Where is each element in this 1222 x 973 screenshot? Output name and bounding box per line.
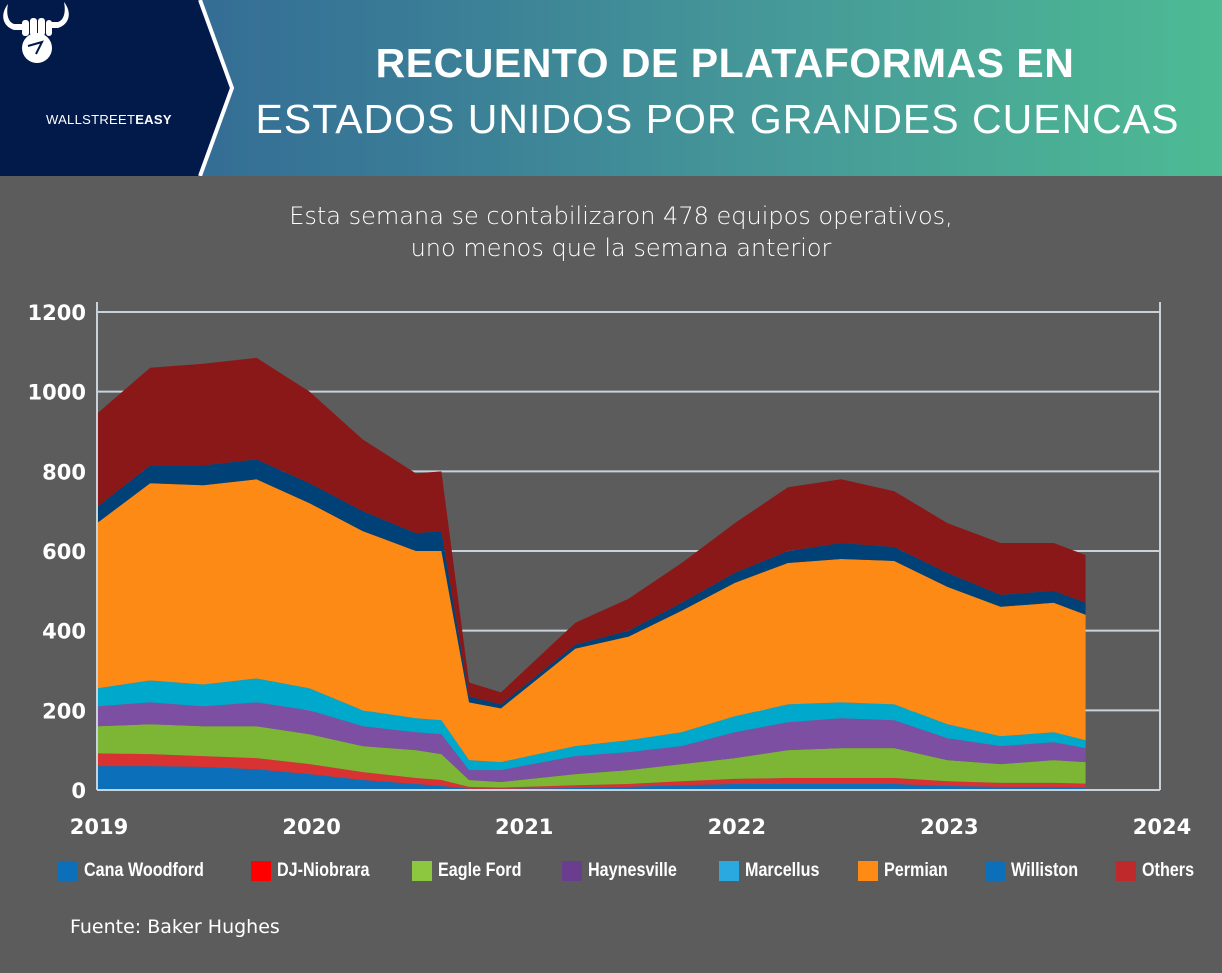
- title-line-2: ESTADOS UNIDOS POR GRANDES CUENCAS: [255, 96, 1180, 142]
- chart-subtitle: Esta semana se contabilizaron 478 equipo…: [0, 200, 1222, 264]
- logo-panel: WALLSTREETEASY: [0, 0, 236, 176]
- legend-label-eagle-ford: Eagle Ford: [437, 860, 522, 881]
- axes: [96, 302, 1161, 791]
- legend-item-others: Others: [1116, 860, 1203, 882]
- legend-swatch-eagle-ford: [411, 861, 432, 881]
- legend-label-others: Others: [1142, 860, 1195, 881]
- y-tick-0: 0: [71, 779, 86, 803]
- chart-legend: Cana Woodford DJ-Niobrara Eagle Ford Haynes…: [58, 858, 1218, 884]
- area-haynesville: [97, 702, 1086, 783]
- x-tick-2021: 2021: [495, 815, 553, 839]
- x-tick-2019: 2019: [70, 815, 128, 839]
- legend-item-eagle-ford: Eagle Ford: [411, 860, 536, 882]
- chart-title-line-2: uno menos que la semana anterior: [410, 234, 832, 262]
- area-permian: [97, 479, 1086, 763]
- legend-swatch-marcellus: [718, 861, 739, 881]
- x-tick-2024: 2024: [1133, 815, 1191, 839]
- x-tick-2020: 2020: [282, 815, 340, 839]
- x-tick-2023: 2023: [920, 815, 978, 839]
- title-line-1: RECUENTO DE PLATAFORMAS EN: [375, 40, 1075, 86]
- legend-swatch-williston: [985, 861, 1006, 881]
- legend-swatch-others: [1116, 861, 1137, 881]
- x-tick-labels: 2019 2020 2021 2022 2023 2024: [70, 815, 1191, 839]
- legend-label-cana-woodford: Cana Woodford: [84, 860, 204, 881]
- legend-label-dj-niobrara: DJ-Niobrara: [277, 860, 370, 881]
- y-tick-600: 600: [42, 540, 86, 564]
- legend-item-haynesville: Haynesville: [562, 860, 693, 882]
- area-dj-niobrara: [97, 753, 1086, 789]
- legend-swatch-haynesville: [562, 861, 583, 881]
- legend-label-haynesville: Haynesville: [588, 860, 677, 881]
- legend-label-permian: Permian: [884, 860, 949, 881]
- logo-wordmark: WALLSTREETEASY: [46, 112, 172, 127]
- legend-item-dj-niobrara: DJ-Niobrara: [251, 860, 386, 882]
- legend-item-williston: Williston: [985, 860, 1090, 882]
- area-cana-woodford: [97, 766, 1086, 790]
- area-marcellus: [97, 678, 1086, 771]
- header-banner: WALLSTREETEASY RECUENTO DE PLATAFORMAS E…: [0, 0, 1222, 176]
- legend-label-williston: Williston: [1011, 860, 1079, 881]
- legend-swatch-cana-woodford: [58, 861, 78, 881]
- legend-swatch-dj-niobrara: [251, 861, 272, 881]
- logo-text-bold: EASY: [135, 112, 172, 127]
- logo-text-light: WALLSTREET: [46, 112, 136, 127]
- legend-label-marcellus: Marcellus: [744, 860, 820, 881]
- legend-item-permian: Permian: [858, 860, 959, 882]
- area-others: [97, 357, 1086, 705]
- x-tick-2022: 2022: [708, 815, 766, 839]
- legend-swatch-permian: [858, 861, 879, 881]
- y-tick-200: 200: [42, 699, 86, 723]
- y-tick-800: 800: [42, 460, 86, 484]
- logo-panel-shape: [0, 0, 235, 176]
- bull-fist-logo-icon: [3, 2, 69, 63]
- legend-item-cana-woodford: Cana Woodford: [58, 860, 225, 882]
- y-tick-labels: 0 200 400 600 800 1000 1200: [28, 301, 86, 803]
- source-note: Fuente: Baker Hughes: [70, 916, 280, 938]
- legend-item-marcellus: Marcellus: [718, 860, 833, 882]
- area-layers: [97, 357, 1086, 790]
- chart-title-line-1: Esta semana se contabilizaron 478 equipo…: [289, 202, 953, 230]
- y-tick-1200: 1200: [28, 301, 86, 325]
- area-williston: [97, 459, 1086, 709]
- y-tick-1000: 1000: [28, 381, 86, 405]
- y-tick-400: 400: [42, 620, 86, 644]
- chart-area: 0 200 400 600 800 1000 1200 2019 2020 2021 2022 20…: [0, 290, 1222, 850]
- area-eagle-ford: [97, 724, 1086, 788]
